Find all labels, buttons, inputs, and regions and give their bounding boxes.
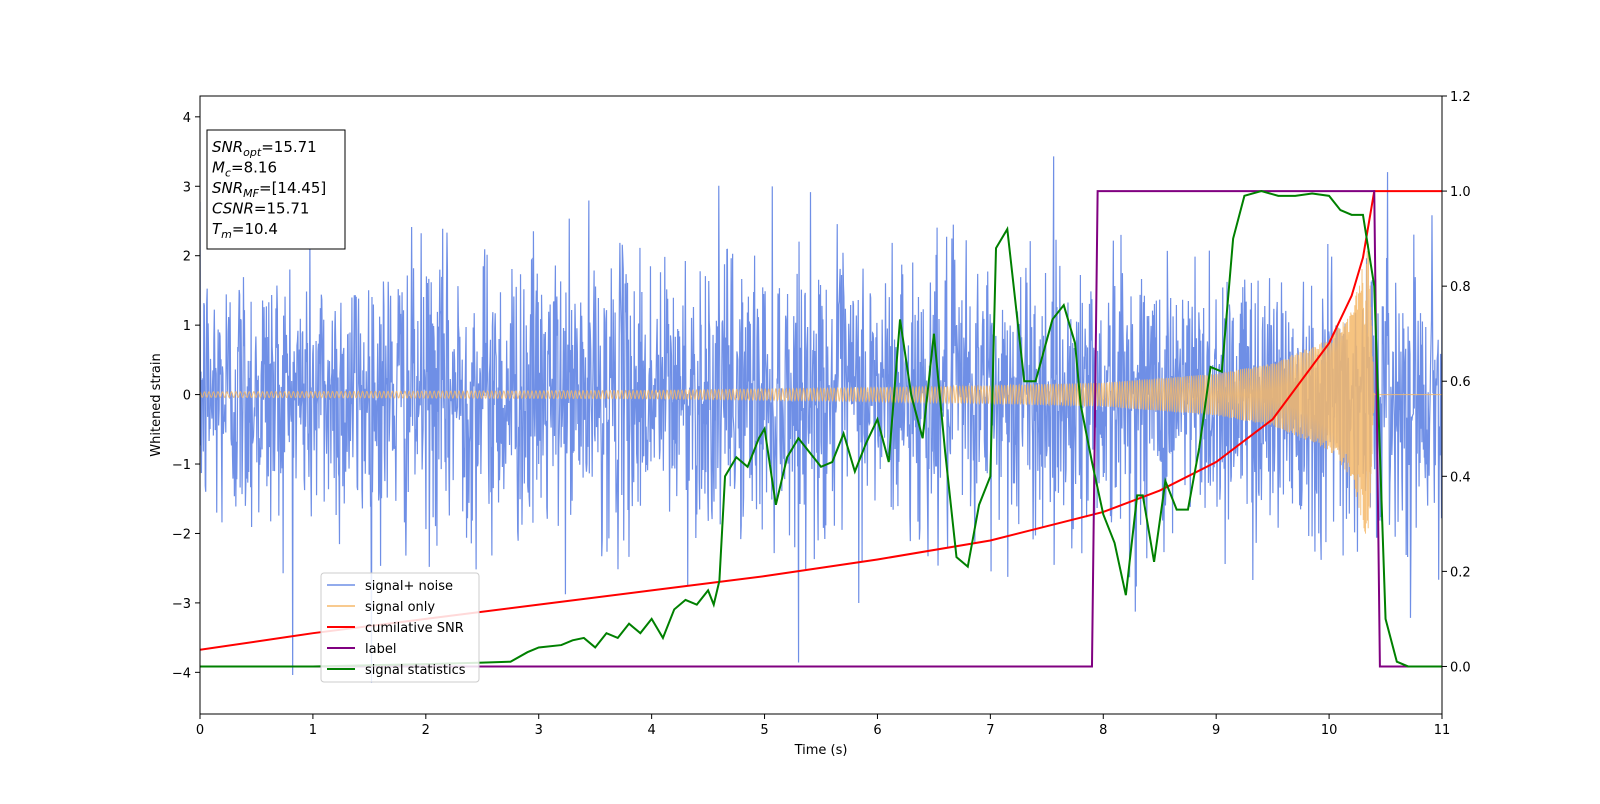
legend-label: signal statistics (365, 663, 466, 678)
y-axis-right: 1.2 1.0 0.8 0.6 0.4 0.2 0.0 (1442, 90, 1471, 675)
y-left-tick-label: 3 (183, 180, 191, 195)
legend-label: signal+ noise (365, 579, 453, 594)
legend-frame (320, 572, 480, 683)
legend-label: cumilative SNR (365, 621, 464, 636)
legend-label: signal only (365, 600, 435, 615)
x-tick-label: 9 (1212, 723, 1220, 738)
y-right-tick-label: 0.0 (1450, 660, 1471, 675)
series-signal-noise (200, 156, 1442, 683)
x-tick-label: 4 (647, 723, 655, 738)
x-tick-label: 6 (873, 723, 881, 738)
info-line: CSNR=15.71 (212, 200, 309, 218)
y-axis-label: Whitened strain (149, 353, 164, 456)
y-left-tick-label: −2 (172, 527, 191, 542)
plot-area (200, 156, 1442, 683)
y-left-tick-label: 1 (183, 319, 191, 334)
y-left-tick-label: 0 (183, 389, 191, 404)
x-tick-label: 10 (1321, 723, 1338, 738)
y-right-tick-label: 0.4 (1450, 470, 1471, 485)
x-tick-label: 1 (309, 723, 317, 738)
legend-label: label (365, 642, 396, 657)
x-tick-label: 0 (196, 723, 204, 738)
x-axis-label: Time (s) (794, 743, 848, 758)
x-tick-label: 8 (1099, 723, 1107, 738)
series-label (200, 190, 1442, 668)
y-left-tick-label: 2 (183, 250, 191, 265)
info-line: SNRMF=[14.45] (212, 179, 326, 200)
y-right-tick-label: 0.8 (1450, 280, 1471, 295)
y-left-tick-label: −4 (172, 666, 191, 681)
series-cumilative-snr (200, 190, 1442, 651)
y-left-tick-label: −1 (172, 458, 191, 473)
x-tick-label: 5 (760, 723, 768, 738)
info-line: SNRopt=15.71 (212, 138, 317, 159)
x-tick-label: 2 (422, 723, 430, 738)
x-tick-label: 11 (1434, 723, 1451, 738)
x-axis: 0 1 2 3 4 5 6 7 8 9 10 11 (196, 714, 1450, 738)
axes-frame (199, 95, 1443, 715)
legend: signal+ noise signal only cumilative SNR la… (320, 572, 480, 683)
info-line: Mc=8.16 (212, 159, 277, 180)
info-box-frame (206, 129, 346, 250)
series-signal-only (200, 243, 1442, 534)
info-box: SNRopt=15.71Mc=8.16SNRMF=[14.45]CSNR=15.… (206, 129, 346, 250)
y-right-tick-label: 0.2 (1450, 565, 1471, 580)
y-right-tick-label: 1.0 (1450, 185, 1471, 200)
y-right-tick-label: 0.6 (1450, 375, 1471, 390)
y-right-tick-label: 1.2 (1450, 90, 1471, 105)
x-tick-label: 3 (535, 723, 543, 738)
y-axis-left: 4 3 2 1 0 −1 −2 −3 −4 (172, 111, 200, 681)
x-tick-label: 7 (986, 723, 994, 738)
y-left-tick-label: −3 (172, 597, 191, 612)
y-left-tick-label: 4 (183, 111, 191, 126)
info-line: Tm=10.4 (212, 220, 278, 241)
series-signal-statistics (200, 190, 1442, 668)
